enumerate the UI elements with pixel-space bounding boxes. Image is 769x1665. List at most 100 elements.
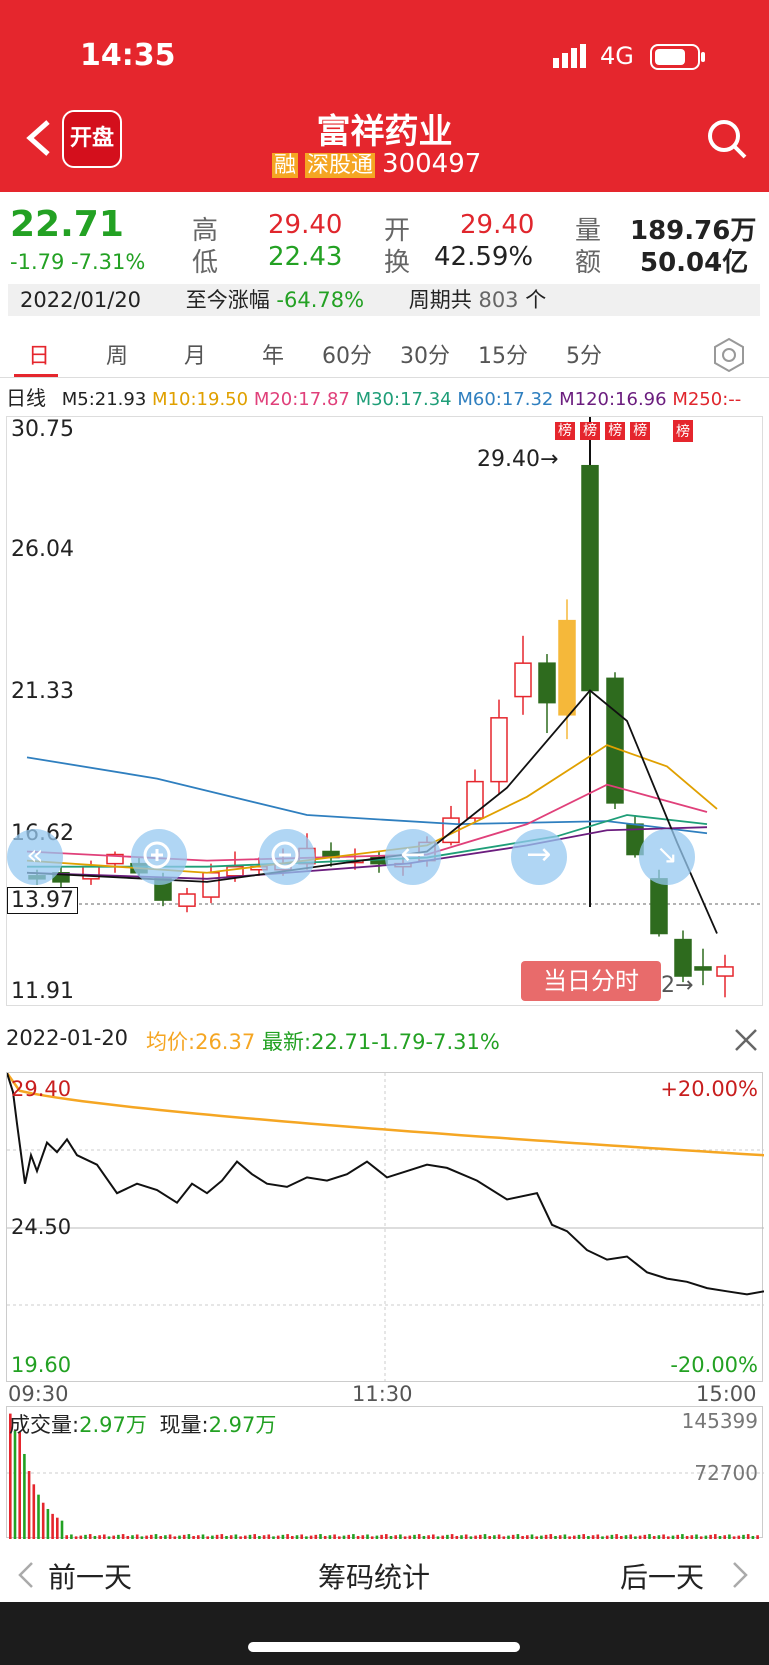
volume-bar	[164, 1535, 167, 1539]
volume-bar	[714, 1534, 717, 1539]
scroll-right-button[interactable]: →	[511, 829, 567, 885]
zoom-out-button[interactable]	[259, 829, 315, 885]
bang-tag[interactable]: 榜	[555, 422, 575, 440]
high-note-value: 29.40	[477, 447, 540, 472]
amount-label: 额	[575, 248, 602, 278]
time-mid: 11:30	[352, 1382, 413, 1406]
ma-line	[26, 756, 708, 835]
scroll-left-button[interactable]: ←	[385, 829, 441, 885]
ma20: M20:17.87	[253, 389, 350, 410]
volume-bar	[93, 1535, 97, 1539]
volume-bar	[220, 1534, 224, 1539]
latest-price: 最新:22.71-1.79-7.31%	[262, 1026, 500, 1056]
status-time: 14:35	[80, 38, 176, 73]
volume-bar	[601, 1536, 604, 1539]
bang-tag[interactable]: 榜	[580, 422, 601, 440]
volume-bar	[187, 1534, 191, 1539]
volume-bar	[394, 1535, 397, 1539]
tab-day[interactable]: 日	[28, 344, 51, 369]
volume-bar	[737, 1535, 741, 1539]
zoom-in-button[interactable]	[131, 829, 187, 885]
volume-bar	[370, 1536, 374, 1539]
next-day-button[interactable]: 后一天	[620, 1561, 705, 1594]
volume-bar	[107, 1536, 111, 1539]
volume-bar	[37, 1494, 40, 1539]
volume-bar	[356, 1535, 360, 1539]
now-volume-label: 现量:	[159, 1413, 209, 1437]
period-bar: 2022/01/20 至今涨幅 -64.78% 周期共 803 个	[8, 284, 760, 316]
volume-bar	[168, 1534, 172, 1539]
chevron-right-icon[interactable]	[730, 1560, 750, 1597]
volume-bar	[657, 1535, 661, 1539]
collapse-button[interactable]: ↘	[639, 829, 695, 885]
volume-chart[interactable]: 成交量:2.97万 现量:2.97万 145399 72700	[6, 1406, 764, 1539]
stock-code: 300497	[382, 149, 482, 179]
y-top: 29.40	[11, 1077, 72, 1101]
volume-bar	[98, 1535, 101, 1539]
kline-chart[interactable]: 30.75 26.04 21.33 16.62 13.97 11.91 29.4…	[6, 416, 763, 1006]
volume-bar	[258, 1535, 261, 1539]
volume-bar	[441, 1535, 444, 1539]
volume-bar	[281, 1534, 285, 1539]
gain-label: 至今涨幅	[185, 288, 270, 312]
volume-bar	[751, 1535, 755, 1539]
volume-bar	[596, 1534, 600, 1539]
signal-icon	[553, 44, 593, 72]
volume-bar	[375, 1535, 379, 1539]
tab-5min[interactable]: 5分	[566, 344, 602, 369]
home-indicator[interactable]	[248, 1642, 520, 1652]
bang-tag[interactable]: 榜	[673, 420, 693, 442]
chevron-left-icon[interactable]	[16, 1560, 36, 1597]
intraday-chart[interactable]: 29.40 24.50 19.60 +20.00% -20.00%	[5, 1072, 765, 1383]
chip-stats-button[interactable]: 筹码统计	[318, 1561, 431, 1594]
volume-bar	[455, 1535, 459, 1539]
volume-bar	[530, 1534, 534, 1539]
volume-bar	[493, 1535, 496, 1539]
tab-month[interactable]: 月	[184, 344, 207, 369]
volume-bar	[154, 1534, 158, 1539]
volume-bar	[361, 1535, 365, 1539]
intraday-button[interactable]: 当日分时	[521, 961, 661, 1001]
candle-body	[202, 872, 220, 898]
tab-15min[interactable]: 15分	[478, 344, 528, 369]
volume-bar	[342, 1535, 346, 1539]
volume-bar	[615, 1534, 618, 1539]
stock-title: 富祥药业	[316, 112, 453, 152]
margin-badge: 融	[272, 153, 299, 178]
fast-back-button[interactable]: «	[7, 829, 63, 885]
pct-bot: -20.00%	[670, 1353, 758, 1377]
tab-week[interactable]: 周	[106, 344, 129, 369]
volume-bar	[314, 1534, 318, 1539]
volume-bar	[51, 1513, 54, 1539]
volume-bar	[704, 1535, 708, 1539]
tab-60min[interactable]: 60分	[322, 344, 372, 369]
tab-30min[interactable]: 30分	[400, 344, 450, 369]
settings-icon[interactable]	[710, 336, 748, 378]
volume-bar	[65, 1535, 68, 1539]
open-value: 29.40	[460, 210, 535, 240]
volume-bar	[742, 1534, 745, 1539]
ma-line	[26, 744, 718, 874]
bang-tag[interactable]: 榜	[630, 422, 651, 440]
search-icon[interactable]	[706, 118, 748, 164]
volume-bar	[206, 1536, 209, 1539]
close-icon[interactable]	[732, 1026, 760, 1059]
back-icon[interactable]	[24, 118, 52, 162]
app-logo[interactable]: 开盘	[62, 110, 122, 168]
volume-bar	[643, 1534, 647, 1539]
volume-bar	[319, 1534, 322, 1539]
volume-bar	[573, 1535, 576, 1539]
volume-bar	[544, 1534, 548, 1539]
ma10: M10:19.50	[152, 389, 249, 410]
tab-year[interactable]: 年	[262, 344, 285, 369]
volume-bar	[79, 1535, 83, 1539]
y-label-min: 11.91	[11, 979, 74, 1004]
candle-body	[514, 662, 532, 698]
volume-bar	[380, 1534, 383, 1539]
volume-bar	[507, 1535, 510, 1539]
bang-tag[interactable]: 榜	[605, 422, 626, 440]
home-indicator-area	[0, 1602, 769, 1665]
prev-day-button[interactable]: 前一天	[48, 1561, 133, 1594]
volume-bar	[483, 1534, 487, 1539]
candle-body	[226, 865, 244, 877]
